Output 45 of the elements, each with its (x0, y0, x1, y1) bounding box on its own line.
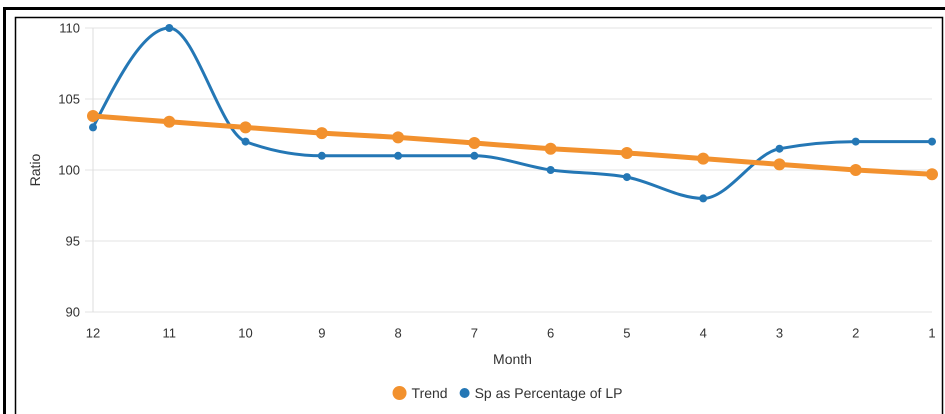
legend-label: Trend (412, 384, 448, 401)
y-tick-label: 90 (66, 304, 80, 320)
x-tick-label: 10 (238, 326, 253, 341)
point (697, 152, 710, 165)
point (468, 137, 480, 150)
point (318, 152, 326, 160)
y-tick-label: 105 (58, 92, 80, 107)
x-tick-label: 1 (928, 326, 936, 341)
point (773, 158, 786, 170)
x-tick-label: 8 (394, 326, 402, 341)
point (242, 138, 250, 146)
point (699, 194, 708, 202)
y-tick-label: 95 (66, 234, 80, 249)
x-axis-title: Month (493, 350, 532, 367)
point (622, 173, 631, 182)
point (852, 138, 860, 146)
x-tick-label: 12 (86, 326, 100, 341)
point (775, 144, 784, 153)
y-tick-label: 110 (59, 20, 80, 36)
x-tick-label: 4 (700, 326, 707, 341)
point (316, 127, 328, 140)
point (392, 131, 404, 144)
x-tick-label: 11 (162, 326, 176, 341)
x-tick-label: 2 (852, 326, 860, 341)
point (926, 168, 938, 180)
x-tick-label: 9 (318, 326, 326, 341)
x-tick-label: 7 (470, 326, 478, 341)
point (850, 164, 862, 176)
point (165, 24, 174, 32)
point (546, 166, 555, 174)
point (87, 110, 99, 122)
point (240, 121, 252, 134)
point (470, 152, 478, 160)
point (544, 142, 557, 155)
y-tick-label: 100 (58, 162, 80, 178)
point (928, 138, 936, 146)
legend-label: Sp as Percentage of LP (474, 384, 622, 401)
y-axis-title: Ratio (26, 153, 43, 186)
point (163, 116, 176, 128)
x-tick-label: 3 (776, 326, 784, 341)
x-tick-label: 5 (623, 326, 631, 341)
point (394, 152, 402, 160)
point (620, 146, 633, 159)
x-tick-label: 6 (547, 326, 554, 341)
point (89, 123, 97, 132)
